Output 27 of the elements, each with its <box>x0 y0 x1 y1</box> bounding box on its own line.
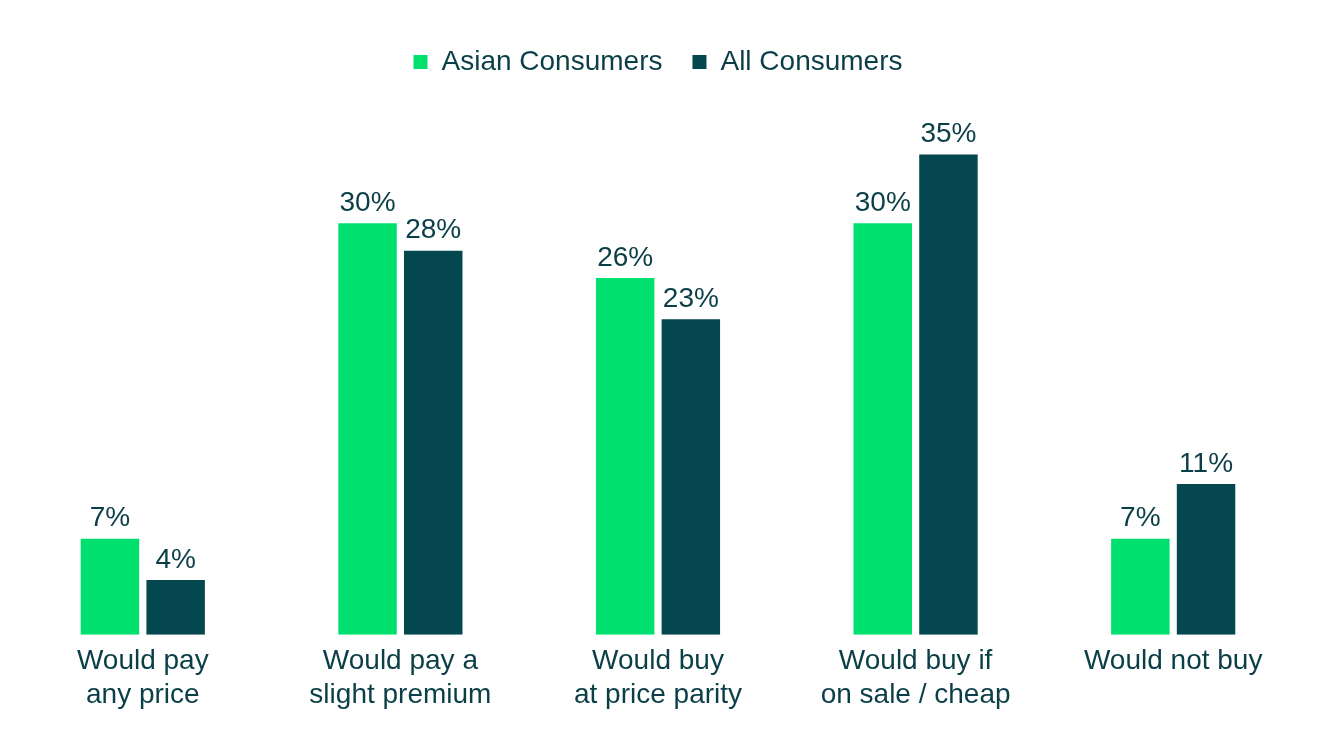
bar <box>853 223 912 635</box>
bar <box>1111 538 1170 635</box>
data-label: 4% <box>155 542 196 574</box>
data-label: 7% <box>89 501 131 533</box>
legend-label: All Consumers <box>720 44 903 76</box>
x-tick-label: Would buy if on sale / cheap <box>820 644 1011 709</box>
bar <box>919 154 978 635</box>
bar <box>338 223 397 635</box>
data-label: 7% <box>1120 501 1161 533</box>
x-tick-label: Would pay a slight premium <box>309 644 492 709</box>
data-label: 28% <box>405 213 462 245</box>
bar <box>146 579 205 635</box>
bar <box>404 250 463 635</box>
data-label: 35% <box>920 117 977 149</box>
data-label: 23% <box>662 281 719 313</box>
data-label: 30% <box>339 185 396 217</box>
legend-label: Asian Consumers <box>441 44 663 76</box>
x-tick-label: Would pay any price <box>76 644 209 709</box>
data-label: 26% <box>597 240 654 272</box>
bar <box>661 319 721 635</box>
data-label: 30% <box>854 185 911 217</box>
bar <box>1176 483 1236 635</box>
bar <box>80 538 140 635</box>
bar <box>595 278 655 635</box>
x-tick-label: Would buy at price parity <box>573 644 743 709</box>
data-label: 11% <box>1179 446 1234 478</box>
x-tick-label: Would not buy <box>1083 644 1263 676</box>
